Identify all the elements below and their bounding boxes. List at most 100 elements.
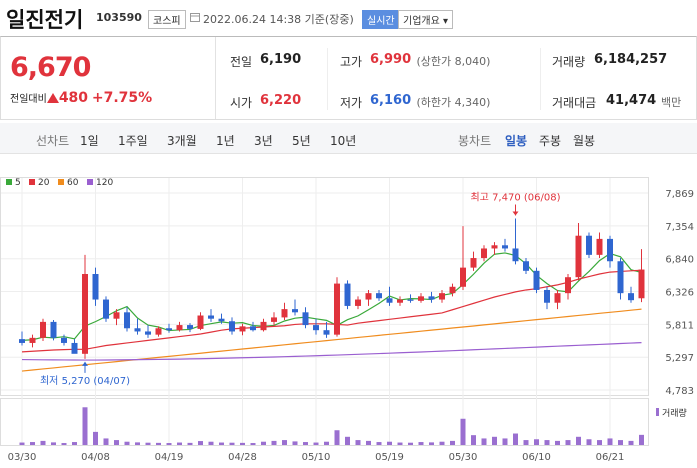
company-button[interactable]: 기업개요 ▾ <box>398 10 454 29</box>
volume-bar <box>250 443 256 445</box>
tab[interactable]: 일봉 <box>505 134 528 148</box>
volume-bar <box>408 442 413 445</box>
volume-bar <box>303 442 308 445</box>
volume-bar <box>82 407 88 445</box>
volume-bar <box>586 439 592 445</box>
volume-bar <box>607 438 613 445</box>
legend-label: 5 <box>15 178 21 188</box>
y-tick-label: 7,354 <box>665 222 694 233</box>
y-tick-label: 5,297 <box>665 353 694 364</box>
tab[interactable]: 월봉 <box>573 134 596 148</box>
volume-bar <box>534 439 539 445</box>
candle-body <box>250 326 256 331</box>
candle-body <box>271 317 277 322</box>
candle-body <box>281 309 288 318</box>
candle-body <box>61 337 67 343</box>
legend-swatch <box>58 179 64 185</box>
summary-value: 6,160 <box>370 93 412 108</box>
candle-body <box>260 321 267 331</box>
y-tick-label: 4,783 <box>665 386 694 397</box>
volume-bar <box>576 436 581 445</box>
summary-value: 6,190 <box>260 52 302 67</box>
tab[interactable]: 1일 <box>80 134 99 148</box>
candle-body <box>313 325 319 331</box>
candle-body <box>428 296 435 300</box>
tab[interactable]: 3년 <box>254 134 273 148</box>
candle-body <box>82 274 88 354</box>
candle-body <box>418 296 424 301</box>
x-tick-label: 06/21 <box>596 452 625 463</box>
tab-heading: 선차트 <box>36 134 70 148</box>
volume-bar <box>282 440 287 445</box>
volume-bar <box>523 440 529 445</box>
summary-label: 거래대금 <box>552 96 597 110</box>
volume-bar <box>639 434 644 445</box>
volume-bar <box>345 436 350 445</box>
candle-body <box>134 328 141 332</box>
summary-value: 41,474 <box>606 93 657 108</box>
volume-bar <box>271 440 277 445</box>
y-tick-label: 7,869 <box>665 189 694 200</box>
volume-bar <box>513 433 518 445</box>
candle-body <box>166 328 172 331</box>
candle-body <box>575 235 582 278</box>
candle-body <box>113 312 120 319</box>
y-tick-label: 6,326 <box>665 288 694 299</box>
summary-label: 저가 <box>340 96 363 110</box>
realtime-badge[interactable]: 실시간 <box>362 10 400 29</box>
divider <box>215 37 216 119</box>
volume-bar <box>198 441 203 445</box>
volume-bar <box>376 442 382 445</box>
candle-body <box>29 337 36 343</box>
tab[interactable]: 5년 <box>292 134 311 148</box>
legend-label: 20 <box>38 178 50 188</box>
volume-bar <box>61 443 67 445</box>
candle-body <box>449 286 456 294</box>
tab[interactable]: 1주일 <box>118 134 148 148</box>
market-badge: 코스피 <box>148 10 186 29</box>
volume-bar <box>177 442 182 445</box>
candle-body <box>92 274 99 300</box>
volume-bar <box>156 442 161 445</box>
annotation-arrowhead <box>512 211 519 216</box>
x-tick-label: 04/08 <box>81 452 110 463</box>
volume-bar <box>429 442 434 445</box>
tab[interactable]: 1년 <box>216 134 235 148</box>
volume-bar <box>261 441 266 445</box>
volume-legend-label: 거래량 <box>662 407 687 419</box>
candle-body <box>628 293 634 301</box>
volume-bar <box>387 441 392 445</box>
candle-body <box>617 261 624 294</box>
candle-body <box>544 289 550 303</box>
candle-body <box>533 270 540 290</box>
volume-bar <box>334 430 340 445</box>
volume-bar <box>72 442 77 445</box>
volume-bar <box>93 431 98 445</box>
candle-body <box>229 321 235 332</box>
volume-bar <box>366 440 371 445</box>
tab[interactable]: 10년 <box>330 134 357 148</box>
candle-body <box>187 325 193 329</box>
volume-bar <box>597 440 602 445</box>
volume-bar <box>397 442 403 445</box>
candle-body <box>40 321 46 338</box>
volume-bar <box>450 440 455 445</box>
volume-bar <box>313 442 319 445</box>
candle-body <box>565 277 571 294</box>
x-tick-label: 05/10 <box>302 452 331 463</box>
tab[interactable]: 주봉 <box>539 134 562 148</box>
divider <box>327 48 328 110</box>
change-value: 480 <box>58 90 89 106</box>
summary-value: 6,990 <box>370 52 412 67</box>
legend-swatch <box>6 179 12 185</box>
tab[interactable]: 3개월 <box>167 134 197 148</box>
candle-body <box>239 326 246 332</box>
summary-value: 6,184,257 <box>594 52 668 67</box>
x-tick-label: 05/30 <box>449 452 478 463</box>
volume-bar <box>30 442 35 445</box>
volume-bar <box>292 441 298 445</box>
candle-body <box>50 321 57 338</box>
stock-code: 103590 <box>96 11 142 24</box>
volume-bar <box>103 438 109 445</box>
